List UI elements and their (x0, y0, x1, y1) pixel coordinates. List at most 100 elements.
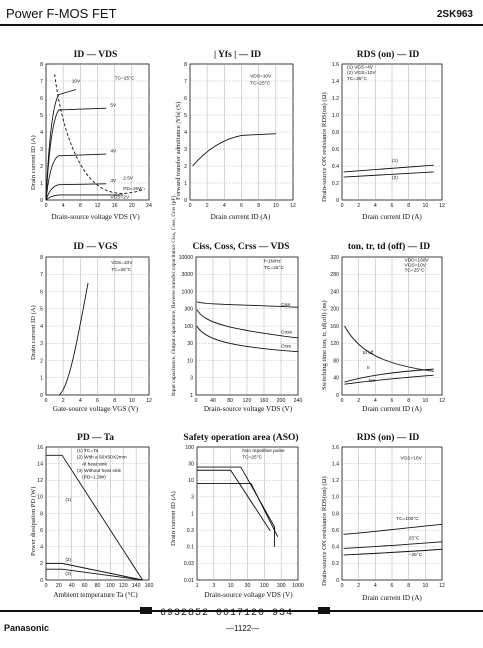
x-tick-label: 16 (112, 203, 118, 209)
x-tick-label: 8 (407, 398, 410, 404)
label-coss: Coss (281, 330, 293, 336)
x-tick-label: 40 (69, 583, 75, 589)
y-tick-label: 100 (184, 324, 193, 330)
x-tick-label: 120 (119, 583, 128, 589)
x-tick-label: 2 (357, 583, 360, 589)
y-tick-label: 4 (40, 324, 43, 330)
y-tick-label: 300 (184, 307, 193, 313)
y-tick-label: 3 (40, 341, 43, 347)
x-tick-label: 10 (422, 203, 428, 209)
x-tick-label: 12 (146, 398, 152, 404)
y-tick-label: 1 (184, 181, 187, 187)
x-tick-label: 2 (206, 203, 209, 209)
x-tick-label: 300 (277, 583, 286, 589)
x-tick-label: 6 (391, 398, 394, 404)
footer-rule (0, 610, 483, 612)
legend-3b: (PD=1.3W) (82, 475, 106, 481)
chart-title-capacitance: Ciss, Coss, Crss — VDS (192, 242, 290, 252)
label-vgs-2v: VGS=2V (110, 194, 130, 200)
annotation-f: f=1MHz (264, 258, 281, 264)
y-tick-label: 8 (40, 62, 43, 68)
xlabel-rds-id-1: Drain current ID (A) (362, 213, 422, 221)
y-tick-label: 0.4 (332, 164, 339, 170)
x-tick-label: 0 (341, 203, 344, 209)
xlabel-id-vds: Drain-source voltage VDS (V) (51, 213, 140, 221)
ylabel-pd-ta: Power dissipation PD (W) (30, 486, 37, 556)
x-tick-label: 10 (129, 398, 135, 404)
y-tick-label: 0.01 (184, 578, 194, 584)
y-tick-label: 4 (40, 545, 43, 551)
y-tick-label: 200 (330, 307, 339, 313)
chart-id-vds: 0 4 8 12 16 20 24012345678TC=25°C10V5V4V3V2.5V… (40, 62, 152, 209)
x-tick-label: 12 (95, 203, 101, 209)
curve-tr (344, 368, 434, 383)
x-tick-label: 10 (422, 583, 428, 589)
annotation-vds: VDS=10V (111, 260, 133, 266)
y-tick-label: 4 (184, 130, 187, 136)
ylabel-aso: Drain current ID (A) (170, 491, 177, 546)
annotation-vds: VDS=10V (250, 74, 272, 80)
curve-tc-100 (343, 523, 443, 535)
x-tick-label: 6 (240, 203, 243, 209)
x-tick-label: 240 (294, 398, 303, 404)
y-tick-label: 8 (40, 511, 43, 517)
chart-title-rds-id-2: RDS (on) — ID (356, 433, 420, 443)
x-tick-label: 0 (341, 398, 344, 404)
xlabel-rds-id-2: Drain current ID (A) (362, 594, 422, 602)
y-tick-label: 160 (330, 324, 339, 330)
x-tick-label: 140 (132, 583, 141, 589)
x-tick-label: 0 (45, 398, 48, 404)
y-tick-label: 10 (187, 358, 193, 364)
curve-tc-m25 (343, 548, 443, 556)
curve-tc-25 (343, 541, 443, 549)
y-tick-label: 0.8 (332, 511, 339, 517)
x-tick-label: 60 (82, 583, 88, 589)
label-tc-m25: −25°C (409, 552, 423, 558)
chart-title-id-vds: ID — VDS (73, 50, 118, 60)
y-tick-label: 0 (40, 198, 43, 204)
xlabel-switching: Drain current ID (A) (362, 405, 422, 413)
x-tick-label: 0 (189, 203, 192, 209)
x-tick-label: 120 (243, 398, 252, 404)
y-tick-label: 1.4 (332, 79, 339, 85)
x-tick-label: 100 (260, 583, 269, 589)
footer-bar-left (140, 607, 152, 614)
x-tick-label: 4 (223, 203, 226, 209)
curve-pd-1 (46, 454, 143, 581)
y-tick-label: 1.2 (332, 96, 339, 102)
label-3v: 3V (110, 178, 117, 184)
curve-rds-2 (343, 171, 434, 178)
chart-title-switching: ton, tr, td (off) — ID (347, 242, 431, 252)
annotation-tc: TC=25°C (405, 268, 425, 274)
xlabel-yfs-id: Drain current ID (A) (210, 213, 271, 221)
legend-1: (1) TC=Ta (77, 448, 99, 454)
label-tc-100: TC=100°C (396, 516, 419, 522)
x-tick-label: 4 (79, 398, 82, 404)
x-tick-label: 12 (290, 203, 296, 209)
x-tick-label: 0 (195, 398, 198, 404)
x-tick-label: 4 (374, 203, 377, 209)
chart-switching: 0 2 4 6 8 10 1204080120160200240280320VDD=160V… (330, 255, 445, 404)
label-ton: ton (369, 378, 376, 384)
chart-title-rds-id-1: RDS (on) — ID (356, 50, 420, 60)
y-tick-label: 0.8 (332, 130, 339, 136)
y-tick-label: 7 (40, 79, 43, 85)
chart-title-aso: Safety operation area (ASO) (183, 433, 299, 443)
x-tick-label: 0 (341, 583, 344, 589)
curve-coss (196, 309, 299, 339)
chart-aso: 1 3 10 30 100 300 1000 0.01 0.03 0.1 0.3 1 3 10 30 100 N… (184, 445, 304, 589)
y-tick-label: 12 (37, 478, 43, 484)
part-number: 2SK963 (436, 9, 473, 20)
xlabel-aso: Drain-source voltage VDS (V) (204, 591, 293, 599)
curve-2v (45, 194, 124, 201)
label-1: (1) (392, 158, 398, 164)
xlabel-capacitance: Drain-source voltage VDS (V) (203, 405, 293, 413)
y-tick-label: 5 (40, 113, 43, 119)
x-tick-label: 24 (146, 203, 152, 209)
x-tick-label: 8 (257, 203, 260, 209)
x-tick-label: 10 (422, 398, 428, 404)
curve-yfs (192, 133, 276, 167)
y-tick-label: 0 (40, 393, 43, 399)
